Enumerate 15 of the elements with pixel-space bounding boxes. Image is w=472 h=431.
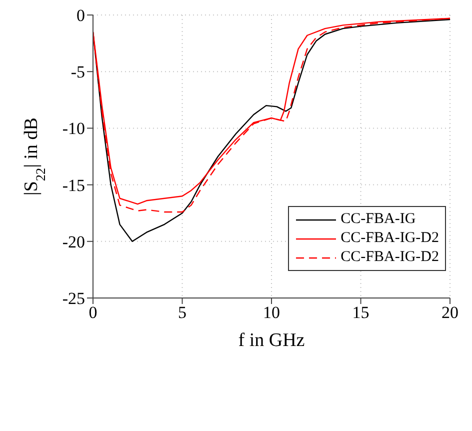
legend-label: CC-FBA-IG-D2 [340,248,439,267]
x-tick-label: 15 [352,303,370,322]
y-tick-label: -10 [62,119,85,138]
x-tick-label: 0 [88,303,98,322]
y-tick-label: -15 [62,176,85,195]
x-tick-label: 20 [442,303,458,322]
legend-label: CC-FBA-IG [340,210,416,229]
y-tick-label: -5 [70,62,85,82]
x-tick-label: 5 [178,303,186,322]
legend-label: CC-FBA-IG-D2 [340,229,439,248]
x-tick-label: 10 [263,303,280,322]
y-tick-label: 0 [76,6,85,26]
y-tick-label: -20 [62,232,85,252]
y-tick-label: -25 [62,289,85,308]
x-axis-title: f in GHz [238,330,305,351]
